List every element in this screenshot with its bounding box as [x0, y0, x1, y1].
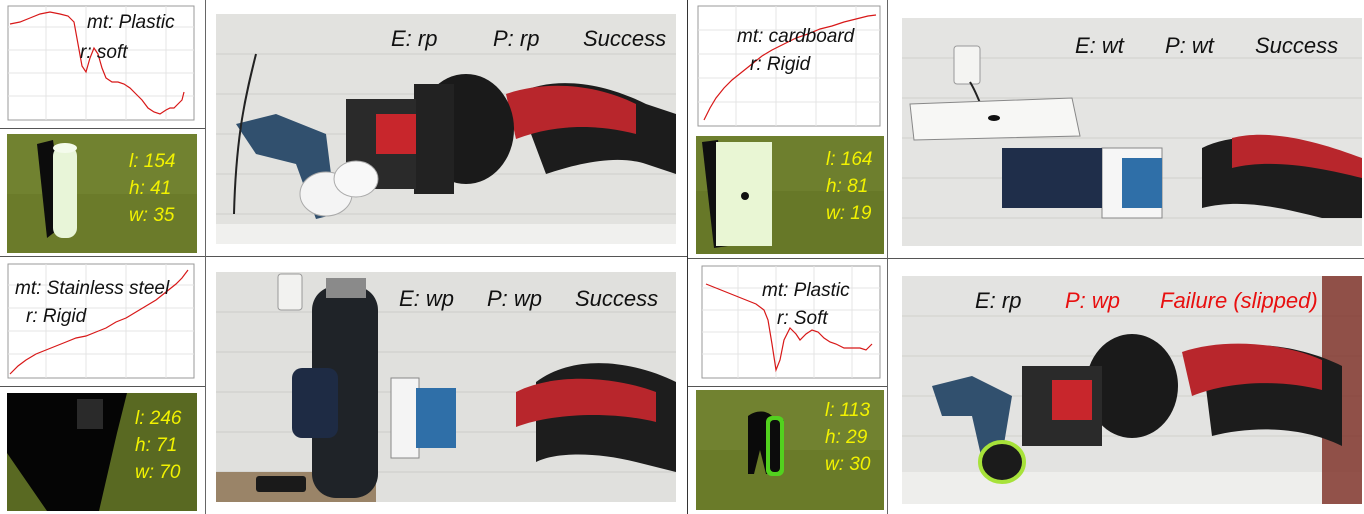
result-label-1: Success — [583, 26, 667, 51]
width-label-1: w: 35 — [129, 205, 175, 226]
length-label-1: l: 154 — [129, 151, 176, 172]
rigidity-label-1: r: soft — [80, 42, 128, 63]
divider-vertical-center — [687, 0, 688, 514]
divider-graph-1 — [0, 128, 205, 129]
force-curve-1 — [7, 5, 195, 121]
force-graph-4: mt: Plastic r: Soft — [700, 264, 882, 380]
depth-image-3: l: 246 h: 71 w: 70 — [7, 393, 197, 511]
divider-left-col-1 — [205, 0, 206, 514]
expected-label-1: E: rp — [391, 26, 438, 51]
length-label-2: l: 164 — [826, 149, 873, 170]
divider-left-col-2 — [887, 0, 888, 514]
rigidity-label-2: r: Rigid — [750, 54, 811, 75]
divider-graph-3 — [0, 386, 205, 387]
force-curve-4 — [701, 265, 881, 379]
divider-horizontal-left — [0, 256, 687, 257]
material-label-4: mt: Plastic — [762, 280, 850, 301]
length-label-3: l: 246 — [135, 408, 182, 429]
depth-image-2: l: 164 h: 81 w: 19 — [696, 136, 884, 254]
width-label-3: w: 70 — [135, 462, 181, 483]
predicted-label-2: P: wt — [1165, 33, 1214, 58]
predicted-label-1: P: rp — [493, 26, 540, 51]
robot-scene-4 — [902, 276, 1362, 504]
depth-image-1: l: 154 h: 41 w: 35 — [7, 134, 197, 253]
depth-object-2 — [696, 136, 884, 254]
depth-object-1 — [7, 134, 197, 253]
robot-photo-1: E: rp P: rp Success — [216, 14, 676, 244]
material-label-3: mt: Stainless steel — [15, 278, 170, 299]
robot-photo-3: E: wp P: wp Success — [216, 272, 676, 502]
height-label-1: h: 41 — [129, 178, 172, 199]
robot-scene-1 — [216, 14, 676, 244]
rigidity-label-3: r: Rigid — [26, 306, 87, 327]
expected-label-2: E: wt — [1075, 33, 1124, 58]
length-label-4: l: 113 — [825, 400, 871, 421]
predicted-label-4: P: wp — [1065, 288, 1121, 313]
force-graph-3: mt: Stainless steel r: Rigid — [6, 262, 196, 380]
force-graph-2: mt: cardboard r: Rigid — [696, 4, 882, 128]
depth-object-4 — [696, 390, 884, 510]
force-curve-2 — [697, 5, 881, 127]
height-label-2: h: 81 — [826, 176, 869, 197]
height-label-4: h: 29 — [825, 427, 868, 448]
material-label-2: mt: cardboard — [737, 26, 855, 47]
robot-scene-3 — [216, 272, 676, 502]
material-label-1: mt: Plastic — [87, 12, 175, 33]
result-label-2: Success — [1255, 33, 1339, 58]
divider-graph-4 — [688, 386, 887, 387]
force-curve-3 — [7, 263, 195, 379]
expected-label-3: E: wp — [399, 286, 455, 311]
height-label-3: h: 71 — [135, 435, 178, 456]
force-graph-1: mt: Plastic r: soft — [6, 4, 196, 122]
robot-photo-2: E: wt P: wt Success — [902, 18, 1362, 246]
depth-object-3 — [7, 393, 197, 511]
divider-horizontal-right — [688, 258, 1364, 259]
rigidity-label-4: r: Soft — [777, 308, 828, 329]
expected-label-4: E: rp — [975, 288, 1022, 313]
robot-photo-4: E: rp P: wp Failure (slipped) — [902, 276, 1362, 504]
width-label-2: w: 19 — [826, 203, 872, 224]
robot-scene-2 — [902, 18, 1362, 246]
result-label-3: Success — [575, 286, 659, 311]
depth-image-4: l: 113 h: 29 w: 30 — [696, 390, 884, 510]
predicted-label-3: P: wp — [487, 286, 543, 311]
width-label-4: w: 30 — [825, 454, 871, 475]
result-label-4: Failure (slipped) — [1160, 288, 1318, 313]
